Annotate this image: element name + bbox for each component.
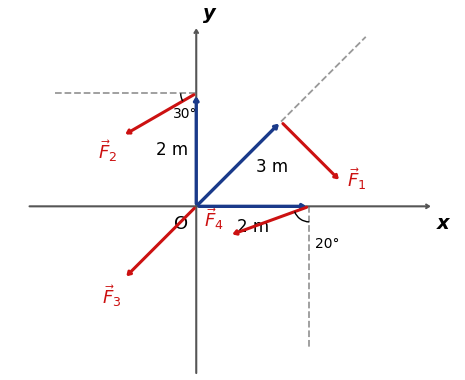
Text: 30°: 30° (173, 108, 197, 122)
Text: $\vec{F}_3$: $\vec{F}_3$ (102, 283, 121, 309)
Text: 2 m: 2 m (237, 218, 269, 236)
Text: y: y (203, 4, 216, 23)
Text: $\vec{F}_2$: $\vec{F}_2$ (98, 139, 117, 165)
Text: $\vec{F}_1$: $\vec{F}_1$ (346, 166, 366, 192)
Text: 20°: 20° (315, 238, 339, 252)
Text: 3 m: 3 m (257, 158, 289, 176)
Text: x: x (436, 214, 449, 233)
Text: O: O (173, 215, 188, 233)
Text: $\vec{F}_4$: $\vec{F}_4$ (204, 207, 224, 233)
Text: 2 m: 2 m (156, 141, 188, 159)
